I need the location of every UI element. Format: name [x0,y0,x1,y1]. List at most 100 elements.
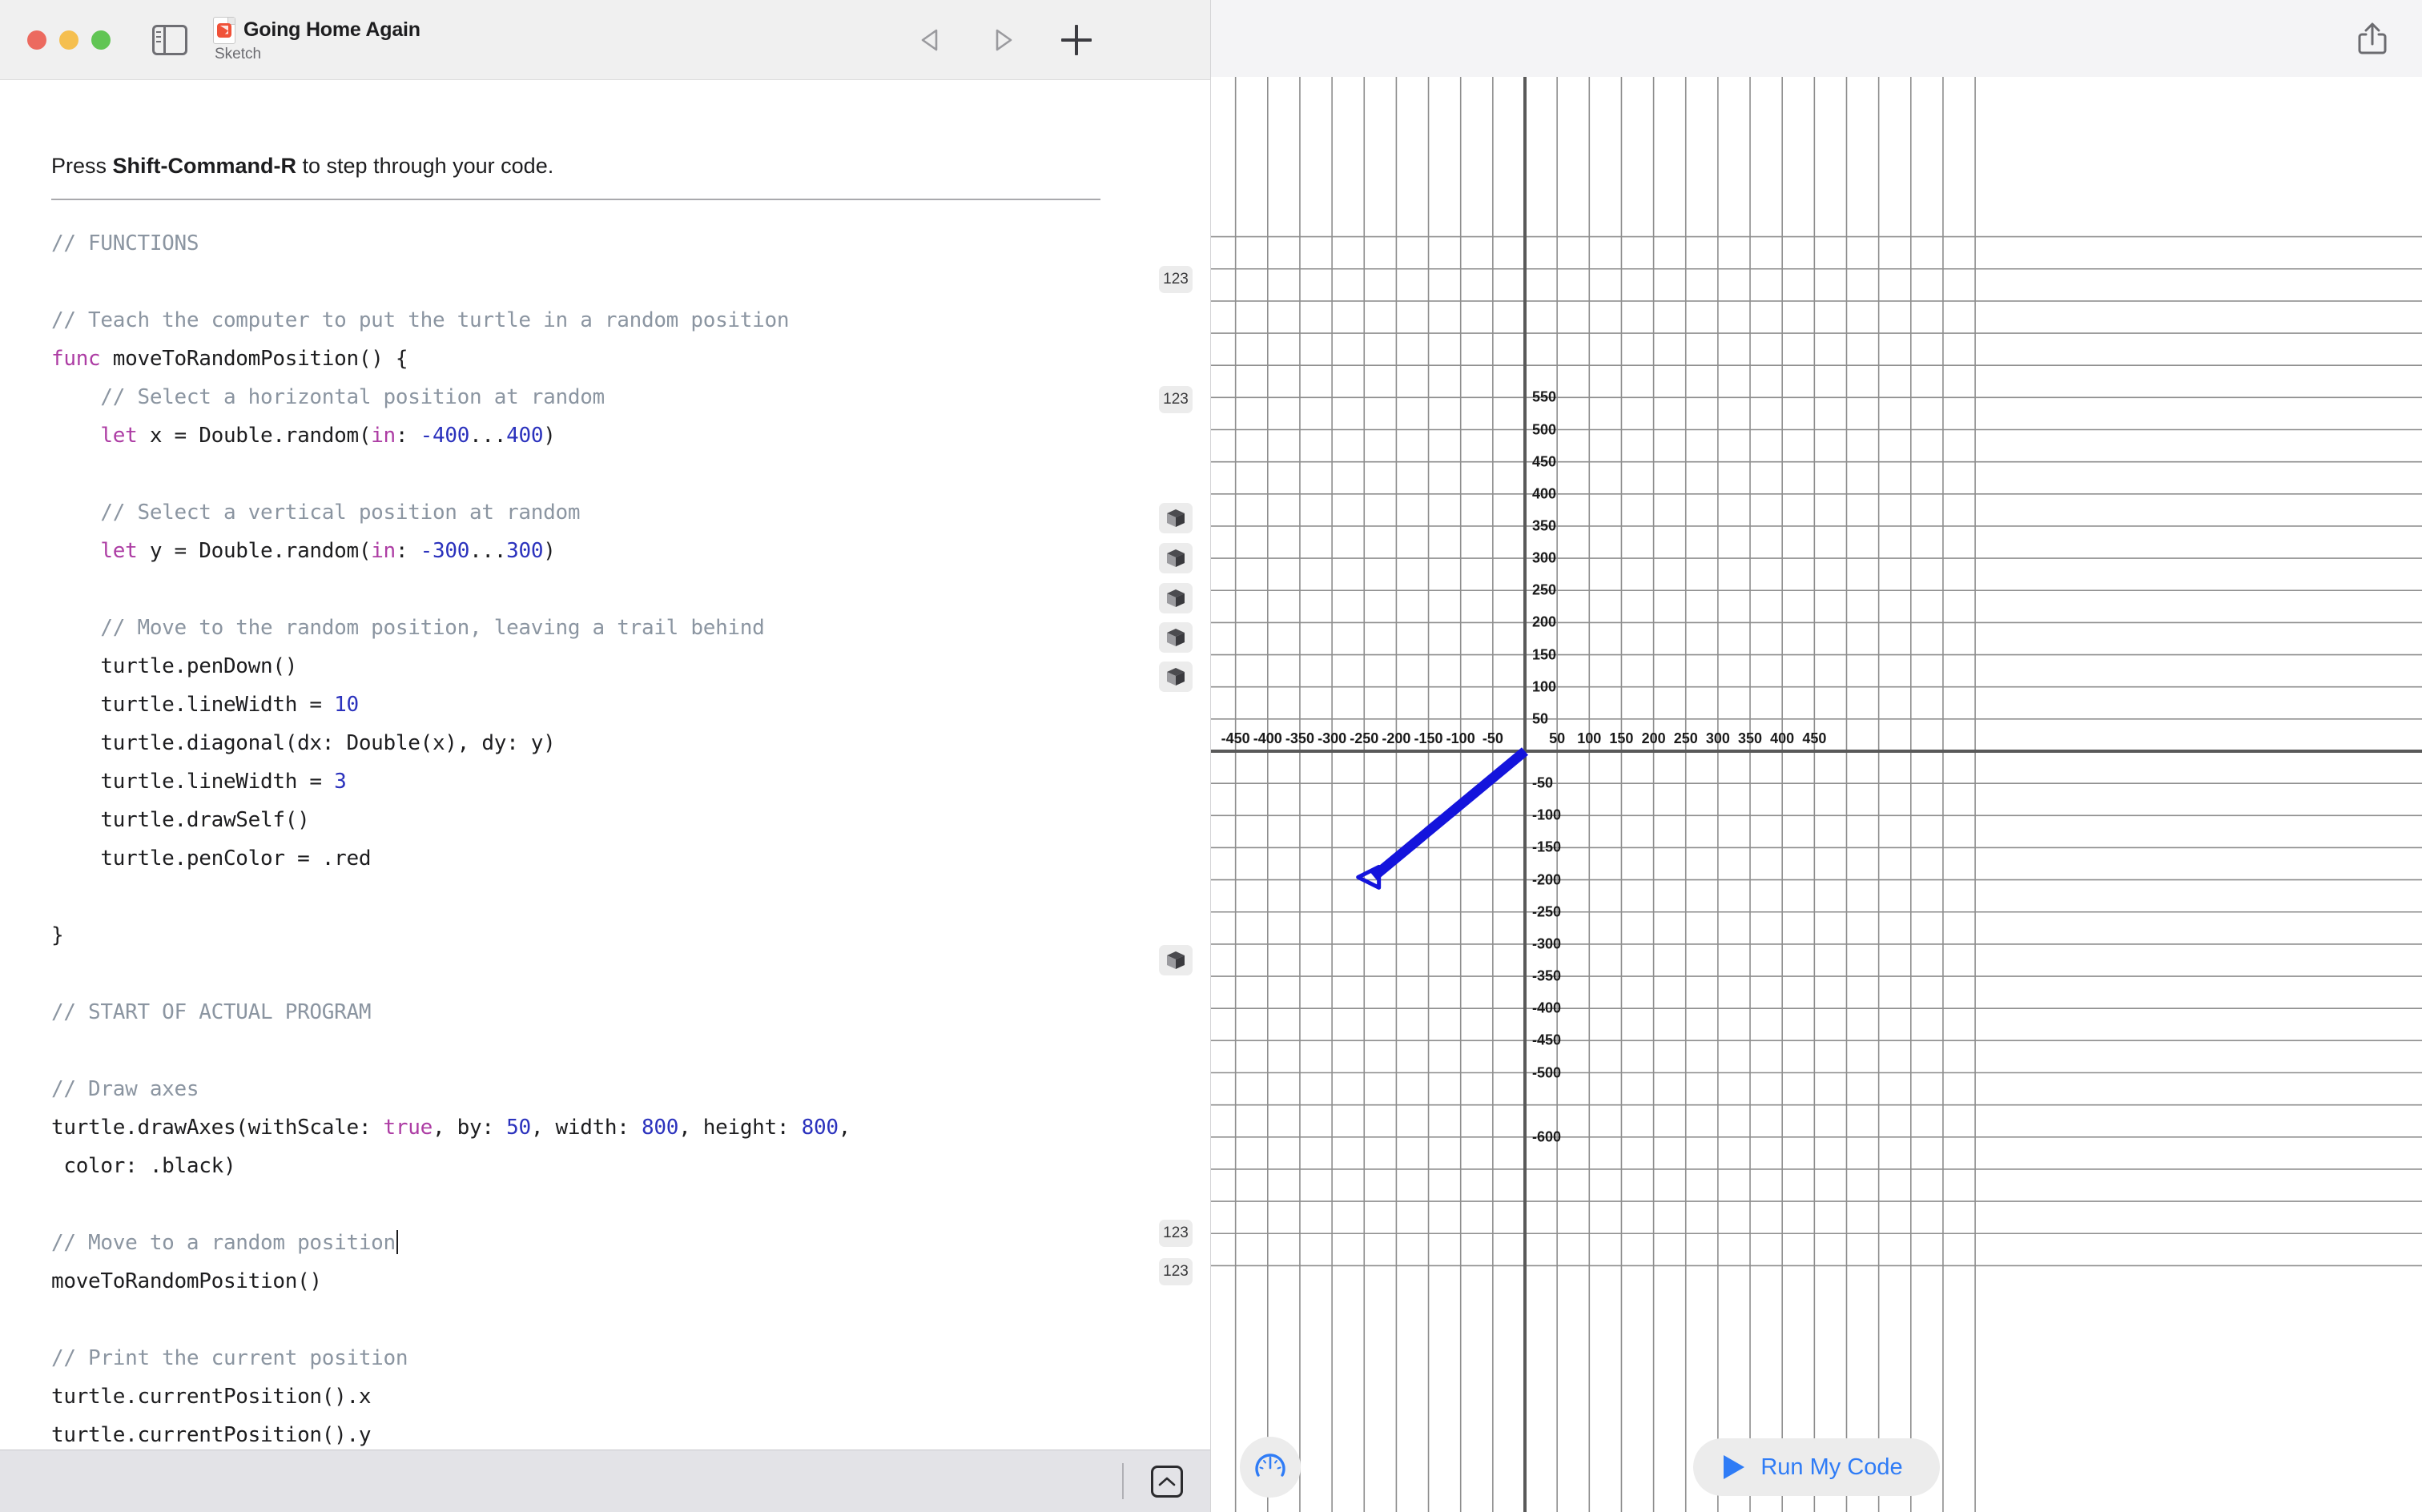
code-line[interactable]: turtle.drawSelf() [51,808,310,832]
x-axis-tick-label: 350 [1738,730,1763,746]
code-line[interactable]: // Select a horizontal position at rando… [51,385,605,409]
run-my-code-button[interactable]: Run My Code [1693,1438,1940,1496]
code-line[interactable]: } [51,923,64,947]
code-line[interactable] [51,1301,1210,1339]
document-subtitle: Sketch [215,45,262,62]
hint-suffix: to step through your code. [296,154,554,178]
zoom-button[interactable] [91,30,111,50]
y-axis-tick-label: -150 [1532,838,1562,855]
y-axis-tick-label: 550 [1532,388,1557,405]
code-line[interactable] [51,878,1210,916]
y-axis-tick-label: -300 [1532,935,1562,952]
y-axis-tick-label: -500 [1532,1064,1562,1080]
code-line[interactable]: // Move to the random position, leaving … [51,616,765,640]
hint-prefix: Press [51,154,113,178]
swift-document-icon [213,16,235,44]
cube-icon[interactable] [1159,583,1193,613]
x-axis-tick-label: 400 [1770,730,1795,746]
sidebar-toggle-icon[interactable] [152,24,187,55]
x-axis-tick-label: -200 [1382,730,1411,746]
chevron-up-icon[interactable] [1151,1465,1183,1498]
code-line[interactable]: // Teach the computer to put the turtle … [51,308,790,332]
code-line[interactable]: turtle.lineWidth = 3 [51,770,347,794]
x-axis-tick-label: -300 [1318,730,1347,746]
code-line[interactable]: turtle.lineWidth = 10 [51,693,359,717]
code-line[interactable]: moveToRandomPosition() [51,1269,322,1293]
close-button[interactable] [27,30,46,50]
minimize-button[interactable] [59,30,78,50]
value-badge[interactable]: 123 [1159,1258,1193,1285]
x-axis-tick-label: -350 [1285,730,1314,746]
grid-lines [1211,77,2422,1512]
sidebar-frame [152,24,187,55]
code-line[interactable] [51,263,1210,301]
back-triangle-icon[interactable] [917,26,944,54]
toolbar-nav-group [917,24,1210,55]
code-line[interactable]: // FUNCTIONS [51,231,199,255]
x-axis-tick-label: 250 [1673,730,1698,746]
y-axis-tick-label: -450 [1532,1031,1562,1048]
cube-icon[interactable] [1159,503,1193,533]
y-axis-tick-label: 450 [1532,453,1557,470]
x-axis-tick-label: 450 [1802,730,1827,746]
document-info: Going Home Again Sketch [213,16,420,63]
code-line[interactable] [51,1031,1210,1070]
code-line[interactable]: color: .black) [51,1154,236,1178]
x-axis-tick-label: -250 [1350,730,1379,746]
x-axis-tick-label: 300 [1705,730,1730,746]
code-line[interactable]: // Draw axes [51,1077,199,1101]
play-icon [1724,1455,1745,1479]
footer-separator [1122,1463,1124,1499]
value-badge[interactable]: 123 [1159,1220,1193,1247]
code-line[interactable]: let x = Double.random(in: -400...400) [100,424,556,448]
run-button-label: Run My Code [1760,1454,1903,1480]
forward-triangle-icon[interactable] [989,26,1016,54]
code-line[interactable] [51,1185,1210,1224]
editor-footer-bar [0,1450,1210,1512]
code-line[interactable]: turtle.currentPosition().x [51,1385,372,1409]
code-line[interactable]: turtle.drawAxes(withScale: true, by: 50,… [51,1116,851,1140]
code-line[interactable]: let y = Double.random(in: -300...300) [100,539,556,563]
plus-icon[interactable] [1061,24,1092,55]
code-line[interactable]: turtle.penColor = .red [51,846,372,871]
hint-shortcut: Shift-Command-R [112,154,297,178]
text-cursor [396,1230,398,1254]
cube-icon[interactable] [1159,662,1193,692]
hint-divider [51,199,1100,200]
x-axis-tick-label: 150 [1609,730,1634,746]
x-axis-tick-label: -150 [1414,730,1443,746]
code-line[interactable]: func moveToRandomPosition() { [51,347,408,371]
y-axis-tick-label: -350 [1532,967,1562,984]
code-line[interactable] [51,455,1210,493]
cube-icon[interactable] [1159,622,1193,653]
share-icon[interactable] [2355,20,2390,57]
y-axis-tick-label: -100 [1532,806,1562,823]
title-bar: Going Home Again Sketch [0,0,1210,80]
editor-pane: Going Home Again Sketch Press Shift-Co [0,0,1211,1512]
axes [1211,77,2422,1512]
code-line[interactable]: turtle.diagonal(dx: Double(x), dy: y) [51,731,556,755]
y-axis-tick-label: 200 [1532,613,1557,630]
x-axis-tick-label: -450 [1221,730,1250,746]
cube-icon[interactable] [1159,543,1193,573]
source-code[interactable]: // FUNCTIONS // Teach the computer to pu… [51,224,1210,1450]
value-badge[interactable]: 123 [1159,266,1193,293]
code-line[interactable] [51,570,1210,609]
speedometer-icon[interactable] [1240,1437,1301,1498]
code-line[interactable]: // START OF ACTUAL PROGRAM [51,1000,372,1024]
x-axis-tick-label: 50 [1549,730,1566,746]
code-line[interactable]: // Select a vertical position at random [51,501,581,525]
turtle-trail [1370,747,1528,881]
code-line[interactable]: // Move to a random position [51,1224,1210,1262]
code-line[interactable] [51,955,1210,993]
code-line[interactable]: turtle.currentPosition().y [51,1423,372,1447]
live-view-toolbar [1211,0,2422,77]
value-badge[interactable]: 123 [1159,386,1193,413]
code-line[interactable]: // Print the current position [51,1346,408,1370]
cube-icon[interactable] [1159,945,1193,975]
y-axis-tick-label: 350 [1532,517,1557,534]
code-editor[interactable]: Press Shift-Command-R to step through yo… [0,80,1210,1450]
code-line[interactable]: turtle.penDown() [51,654,298,678]
y-axis-tick-label: -400 [1532,999,1562,1016]
